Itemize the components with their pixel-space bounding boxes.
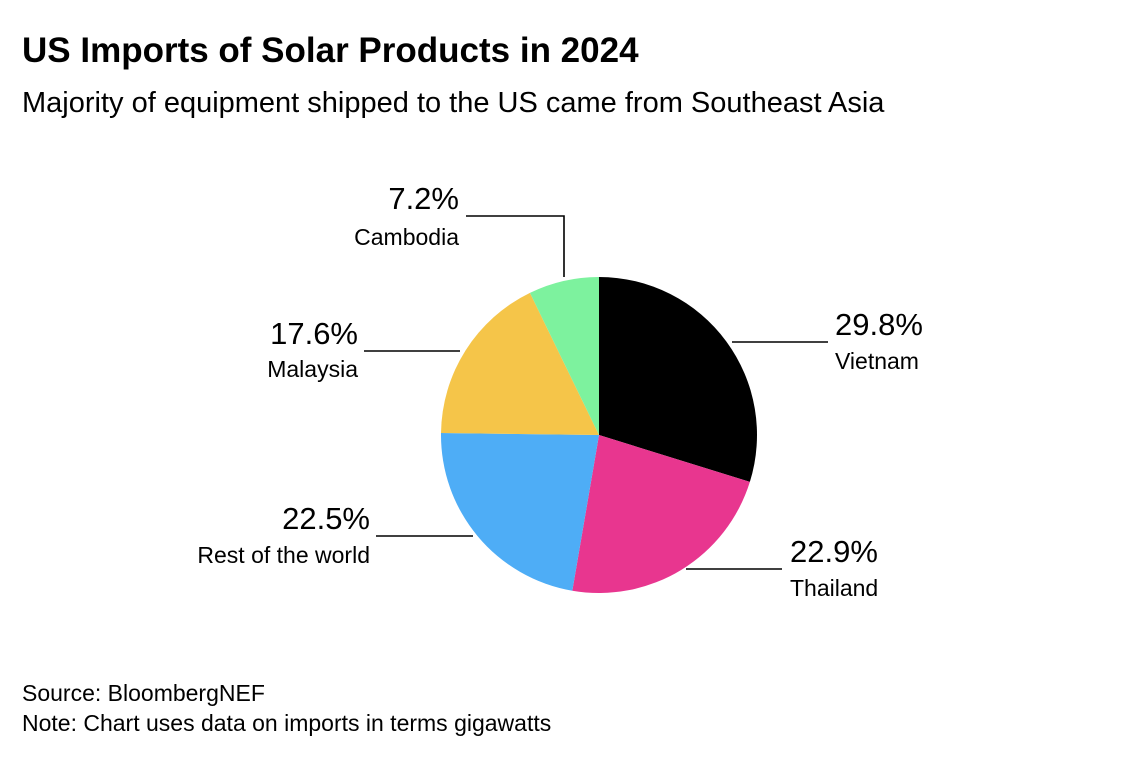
data-label-malaysia: 17.6% [270,316,358,351]
leader-line-cambodia [466,215,565,277]
pie-slice-thailand [572,435,750,593]
data-label-thailand: 22.9% [790,534,878,569]
leader-lines [364,215,828,570]
data-label-cambodia: 7.2% [388,181,459,216]
chart-title: US Imports of Solar Products in 2024 [22,31,639,70]
slice-labels: 29.8% Vietnam 22.9% Thailand 22.5% Rest of th… [197,181,923,601]
source-note: Source: BloombergNEF [22,680,265,706]
pie-slice-vietnam [599,277,758,482]
pie-slices [440,277,758,593]
pie-slice-cambodia [529,277,599,435]
category-label-malaysia: Malaysia [267,356,358,382]
category-label-cambodia: Cambodia [354,224,459,250]
category-label-thailand: Thailand [790,575,878,601]
data-label-rest-of-the-world: 22.5% [282,501,370,536]
category-label-vietnam: Vietnam [835,348,919,374]
pie-slice-rest-of-the-world [440,433,599,591]
chart-subtitle: Majority of equipment shipped to the US … [22,87,885,119]
category-label-rest-of-the-world: Rest of the world [197,542,370,568]
pie-slice-malaysia [441,292,599,435]
chart-note: Note: Chart uses data on imports in term… [22,710,552,736]
data-label-vietnam: 29.8% [835,307,923,342]
